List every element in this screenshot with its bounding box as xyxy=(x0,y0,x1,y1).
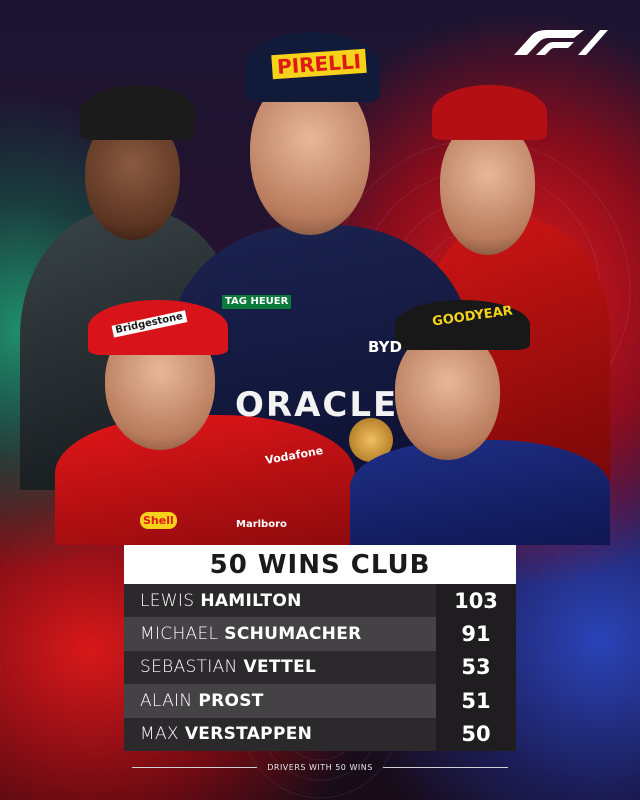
table-row: LEWIS HAMILTON 103 xyxy=(124,584,516,618)
footer: DRIVERS WITH 50 WINS xyxy=(0,763,640,772)
wins-count: 51 xyxy=(436,684,516,718)
driver-name: MAX VERSTAPPEN xyxy=(124,717,436,751)
wins-count: 53 xyxy=(436,650,516,685)
table-row: MICHAEL SCHUMACHER 91 xyxy=(124,617,516,651)
first-name: MAX xyxy=(140,724,179,745)
last-name: VETTEL xyxy=(243,657,317,678)
sponsor-marlboro: Marlboro xyxy=(236,519,287,530)
wins-count: 103 xyxy=(436,584,516,618)
f1-logo xyxy=(514,30,608,55)
footer-caption: DRIVERS WITH 50 WINS xyxy=(267,763,373,772)
driver-name: ALAIN PROST xyxy=(124,684,436,718)
first-name: ALAIN xyxy=(140,690,193,711)
driver-name: SEBASTIAN VETTEL xyxy=(124,650,436,685)
sponsor-byd: BYD xyxy=(368,338,402,356)
divider xyxy=(132,767,258,768)
driver-name: LEWIS HAMILTON xyxy=(124,584,436,618)
first-name: SEBASTIAN xyxy=(140,657,238,678)
wins-table: 50 WINS CLUB LEWIS HAMILTON 103 MICHAEL SCHU… xyxy=(124,545,516,751)
driver-name: MICHAEL SCHUMACHER xyxy=(124,617,436,651)
sponsor-tag-heuer: TAG HEUER xyxy=(222,295,292,309)
wins-count: 50 xyxy=(436,717,516,751)
wins-count: 91 xyxy=(436,617,516,651)
sponsor-shell: Shell xyxy=(140,512,177,529)
divider xyxy=(382,767,508,768)
last-name: PROST xyxy=(198,690,264,711)
last-name: VERSTAPPEN xyxy=(184,724,313,745)
first-name: LEWIS xyxy=(140,590,195,611)
last-name: HAMILTON xyxy=(200,590,302,611)
sponsor-oracle: ORACLE xyxy=(235,385,399,425)
table-row: ALAIN PROST 51 xyxy=(124,684,516,718)
first-name: MICHAEL xyxy=(140,624,219,645)
table-row: MAX VERSTAPPEN 50 xyxy=(124,717,516,751)
table-row: SEBASTIAN VETTEL 53 xyxy=(124,650,516,685)
last-name: SCHUMACHER xyxy=(224,624,362,645)
table-title: 50 WINS CLUB xyxy=(124,545,516,584)
